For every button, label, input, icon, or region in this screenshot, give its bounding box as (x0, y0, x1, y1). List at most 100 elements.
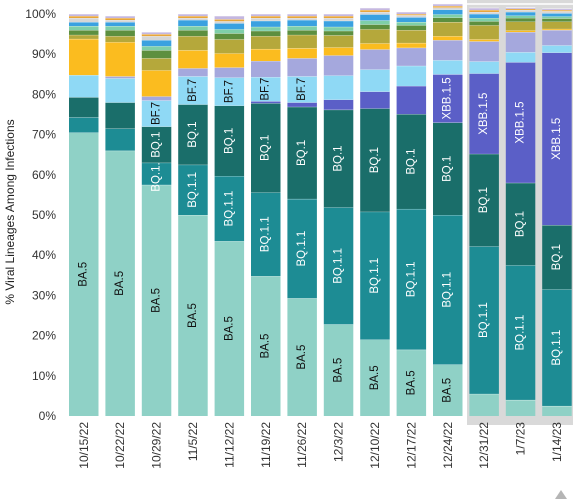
bar-segment-lineage-8 (141, 50, 172, 59)
bar-segment-lineage-9 (178, 26, 208, 31)
bar-segment-lineage-7 (396, 30, 427, 43)
scroll-down-arrow-icon[interactable] (555, 490, 567, 499)
data-label: XBB.1.5 (515, 101, 527, 143)
data-label: BA.5 (333, 358, 345, 383)
bar-segment-bq-1-1 (469, 246, 499, 394)
bar-segment-lineage-10 (178, 20, 208, 27)
bar-segment-lineage-7 (323, 35, 354, 48)
bar-12-17-22: BA.5 BQ.1.1 BQ.1 (396, 11, 427, 416)
x-tick-label: 1/14/23 (550, 422, 564, 462)
bar-segment-lineage-10 (360, 14, 390, 21)
bar-segment-ba-5 (396, 349, 427, 416)
data-label: BQ.1.1 (442, 272, 454, 308)
bar-segment-lineage-6 (105, 42, 135, 77)
bar-segment-lineage-5 (323, 55, 354, 76)
bar-segment-lineage-11 (105, 20, 135, 23)
bar-segment-lineage-10 (542, 13, 572, 17)
bar-segment-xbb-1-5 (433, 74, 463, 123)
bar-segment-lineage-7 (178, 36, 208, 51)
x-tick-label: 11/19/22 (259, 422, 273, 468)
bar-segment-bq-1-1 (396, 208, 427, 350)
y-tick-label: 70% (32, 128, 56, 142)
bar-12-3-22: BA.5 BQ.1.1 BQ.1 (323, 13, 354, 416)
bar-segment-lineage-12 (69, 16, 99, 19)
bar-segment-lineage-5 (469, 41, 499, 62)
data-label: BQ.1 (442, 156, 454, 182)
bar-segment-lineage-9 (396, 22, 427, 26)
data-label: BQ.1 (187, 121, 199, 147)
bar-segment-bf-7 (469, 61, 499, 74)
data-label: BQ.1.1 (187, 172, 199, 208)
data-label: BA.5 (223, 316, 235, 341)
bar-segment-lineage-8 (105, 30, 135, 37)
y-tick-label: 10% (32, 369, 56, 383)
data-label: BF.7 (223, 80, 235, 103)
bar-segment-bq-1 (287, 106, 317, 199)
bar-segment-ba-5 (69, 132, 99, 416)
bar-segment-lineage-13 (105, 16, 135, 19)
bar-segment-xbb-1-5 (251, 101, 281, 104)
bar-segment-lineage-9 (433, 14, 463, 18)
data-label: BA.5 (78, 262, 90, 287)
bar-segment-bq-1-1 (360, 211, 390, 340)
bar-10-15-22: BA.5 (69, 13, 99, 416)
bar-segment-lineage-10 (105, 22, 135, 27)
bar-12-10-22: BA.5 BQ.1.1 BQ.1 (360, 7, 390, 416)
bar-11-12-22: BA.5 BQ.1.1 BQ.1 BF.7 (214, 15, 245, 416)
bar-segment-bf-7 (287, 76, 317, 103)
bar-segment-bq-1 (214, 105, 245, 177)
x-tick-label: 12/31/22 (477, 422, 491, 469)
bar-segment-lineage-6 (433, 36, 463, 41)
bar-segment-lineage-11 (323, 18, 354, 21)
bar-segment-lineage-5 (214, 67, 245, 78)
bar-segment-bf-7 (323, 75, 354, 100)
bar-segment-lineage-11 (433, 7, 463, 10)
bar-segment-lineage-5 (105, 76, 135, 79)
bar-segment-lineage-6 (251, 48, 281, 62)
bar-segment-lineage-7 (505, 21, 536, 31)
bar-segment-lineage-6 (396, 42, 427, 48)
bar-segment-bq-1-1 (505, 265, 536, 400)
bar-segment-bq-1 (433, 122, 463, 215)
bar-segment-bf-7 (105, 78, 135, 103)
bar-segment-lineage-9 (469, 18, 499, 22)
bar-segment-lineage-5 (360, 49, 390, 70)
bar-segment-xbb-1-5 (396, 85, 427, 115)
bar-segment-lineage-11 (214, 21, 245, 24)
bar-segment-ba-5 (178, 215, 208, 416)
bar-segment-lineage-12 (178, 16, 208, 19)
bar-segment-ba-5 (360, 339, 390, 416)
y-axis-label: % Viral Lineages Among Infections (3, 119, 17, 304)
bar-12-24-22: BA.5 BQ.1.1 BQ.1 XBB.1.5 (433, 3, 463, 416)
data-label: BQ.1 (405, 148, 417, 174)
bar-segment-ba-5 (505, 399, 536, 416)
bar-segment-bq-1-1 (433, 215, 463, 365)
bar-segment-lineage-6 (505, 30, 536, 33)
x-tick-label: 11/12/22 (222, 422, 236, 468)
bar-segment-lineage-9 (105, 26, 135, 31)
x-tick-label: 12/17/22 (404, 422, 418, 469)
bar-segment-lineage-13 (542, 8, 572, 10)
x-tick-label: 11/26/22 (295, 422, 309, 468)
bar-segment-lineage-7 (433, 22, 463, 37)
bar-segment-lineage-10 (214, 23, 245, 30)
bar-segment-lineage-8 (323, 30, 354, 36)
bar-segment-bq-1-1 (214, 176, 245, 242)
bar-segment-bq-1 (69, 97, 99, 118)
y-tick-label: 50% (32, 208, 56, 222)
bar-segment-ba-5 (542, 405, 572, 416)
bar-segment-lineage-10 (251, 20, 281, 27)
data-label: BA.5 (405, 370, 417, 395)
bar-segment-lineage-13 (251, 14, 281, 17)
bar-segment-bq-1-1 (287, 198, 317, 299)
data-label: BQ.1 (223, 128, 235, 154)
bar-segment-bq-1-1 (69, 117, 99, 133)
bar-segment-lineage-8 (287, 30, 317, 35)
x-tick-label: 12/10/22 (368, 422, 382, 469)
data-label: BQ.1 (515, 211, 527, 237)
data-label: BQ.1 (333, 145, 345, 171)
bar-segment-lineage-9 (251, 26, 281, 31)
bar-segment-lineage-13 (287, 14, 317, 17)
data-label: BQ.1 (369, 147, 381, 173)
